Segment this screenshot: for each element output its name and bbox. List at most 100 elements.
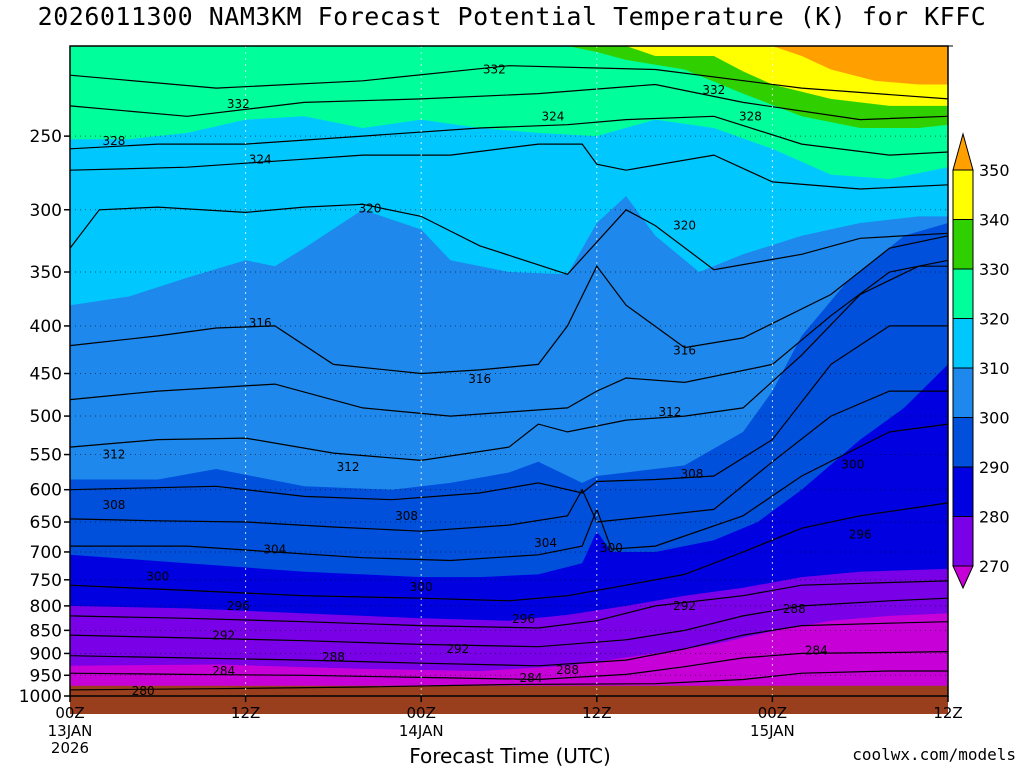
contour-label-312: 312: [659, 405, 682, 419]
contour-label-308: 308: [102, 498, 125, 512]
colorbar-segment-320: [952, 268, 974, 319]
contour-label-320: 320: [359, 201, 382, 215]
contour-label-296: 296: [849, 527, 872, 541]
contour-label-312: 312: [102, 448, 125, 462]
colorbar-label-310: 310: [979, 359, 1010, 378]
contour-label-292: 292: [212, 629, 235, 643]
contour-label-296: 296: [512, 612, 535, 626]
plot-frame: [69, 45, 949, 697]
y-tick-label-850: 850: [30, 621, 62, 641]
contour-label-300: 300: [410, 580, 433, 594]
isentrope-line-7: [69, 259, 949, 417]
contour-label-328: 328: [102, 134, 125, 148]
contour-label-300: 300: [146, 570, 169, 584]
contour-label-308: 308: [395, 509, 418, 523]
y-tick-label-300: 300: [30, 201, 62, 221]
y-tick-label-750: 750: [30, 571, 62, 591]
x-axis-label: Forecast Time (UTC): [409, 744, 611, 768]
contour-label-300: 300: [841, 458, 864, 472]
contour-label-280: 280: [132, 684, 155, 698]
x-tick-label-3: 12Z: [582, 704, 611, 722]
y-tick-label-500: 500: [30, 407, 62, 427]
isentrope-line-10: [69, 390, 948, 532]
isentrope-line-6: [69, 235, 949, 375]
x-tick-label-0: 00Z: [55, 704, 84, 722]
y-tick-label-650: 650: [30, 513, 62, 533]
chart-title: 2026011300 NAM3KM Forecast Potential Tem…: [37, 2, 987, 31]
contour-label-304: 304: [263, 543, 286, 557]
isentrope-line-11: [70, 423, 949, 562]
contour-label-304: 304: [534, 536, 557, 550]
y-tick-label-400: 400: [30, 317, 62, 337]
y-tick-label-700: 700: [30, 543, 62, 563]
colorbar-label-330: 330: [979, 260, 1010, 279]
colorbar-segment-270: [952, 516, 974, 567]
contour-label-324: 324: [541, 109, 564, 123]
x-tick-year-0: 2026: [51, 739, 89, 757]
colorbar-label-280: 280: [979, 508, 1010, 527]
y-tick-label-950: 950: [30, 666, 62, 686]
colorbar-segment-280: [952, 466, 974, 517]
contour-band-9: [772, 46, 948, 85]
contour-label-288: 288: [783, 602, 806, 616]
colorbar-label-320: 320: [979, 310, 1010, 329]
colorbar-segment-330: [952, 219, 974, 270]
contour-label-316: 316: [673, 343, 696, 357]
colorbar-segment-340: [952, 169, 974, 220]
contour-label-316: 316: [468, 372, 491, 386]
contour-label-308: 308: [680, 467, 703, 481]
y-tick-label-900: 900: [30, 644, 62, 664]
contour-label-288: 288: [322, 650, 345, 664]
isentrope-line-1: [69, 65, 949, 100]
x-tick-date-2: 14JAN: [399, 722, 444, 740]
isentrope-line-5: [69, 203, 949, 275]
x-tick-label-1: 12Z: [231, 704, 260, 722]
colorbar-label-300: 300: [979, 409, 1010, 428]
contour-label-300: 300: [600, 541, 623, 555]
contour-label-284: 284: [212, 664, 235, 678]
x-tick-date-4: 15JAN: [750, 722, 795, 740]
colorbar-triangle-high: [952, 132, 974, 171]
contour-label-292: 292: [673, 599, 696, 613]
isentrope-line-17: [69, 670, 948, 691]
colorbar-label-340: 340: [979, 211, 1010, 230]
contour-label-320: 320: [673, 219, 696, 233]
y-tick-label-800: 800: [30, 597, 62, 617]
y-tick-label-250: 250: [30, 127, 62, 147]
isentrope-line-15: [69, 621, 949, 667]
colorbar-segment-290: [952, 417, 974, 468]
isentrope-line-4: [69, 143, 949, 190]
isentrope-line-2: [69, 83, 949, 121]
contour-label-284: 284: [805, 643, 828, 657]
x-tick-date-0: 13JAN: [48, 722, 93, 740]
ground-mask: [70, 685, 948, 714]
contour-label-284: 284: [519, 671, 542, 685]
x-tick-label-5: 12Z: [933, 704, 962, 722]
contour-label-292: 292: [446, 642, 469, 656]
contour-label-324: 324: [249, 153, 272, 167]
contour-label-316: 316: [249, 316, 272, 330]
credit-link[interactable]: coolwx.com/models: [852, 745, 1016, 764]
colorbar-label-290: 290: [979, 458, 1010, 477]
isentrope-line-3: [69, 115, 949, 156]
colorbar-segment-310: [952, 318, 974, 369]
contour-band-7: [70, 46, 948, 128]
contour-label-328: 328: [739, 109, 762, 123]
colorbar-label-270: 270: [979, 557, 1010, 576]
isentrope-line-12: [69, 502, 949, 602]
y-tick-label-550: 550: [30, 446, 62, 466]
contour-label-296: 296: [227, 599, 250, 613]
y-tick-label-600: 600: [30, 481, 62, 501]
colorbar-label-350: 350: [979, 161, 1010, 180]
contour-label-332: 332: [483, 63, 506, 77]
contour-label-332: 332: [702, 83, 725, 97]
isentrope-line-13: [69, 580, 949, 629]
contour-label-312: 312: [337, 460, 360, 474]
contour-band-270-280: [772, 643, 948, 696]
contour-label-332: 332: [227, 97, 250, 111]
contour-label-288: 288: [556, 663, 579, 677]
y-tick-label-1000: 1000: [19, 687, 62, 707]
y-tick-label-350: 350: [30, 263, 62, 283]
colorbar-triangle-low: [952, 565, 974, 590]
